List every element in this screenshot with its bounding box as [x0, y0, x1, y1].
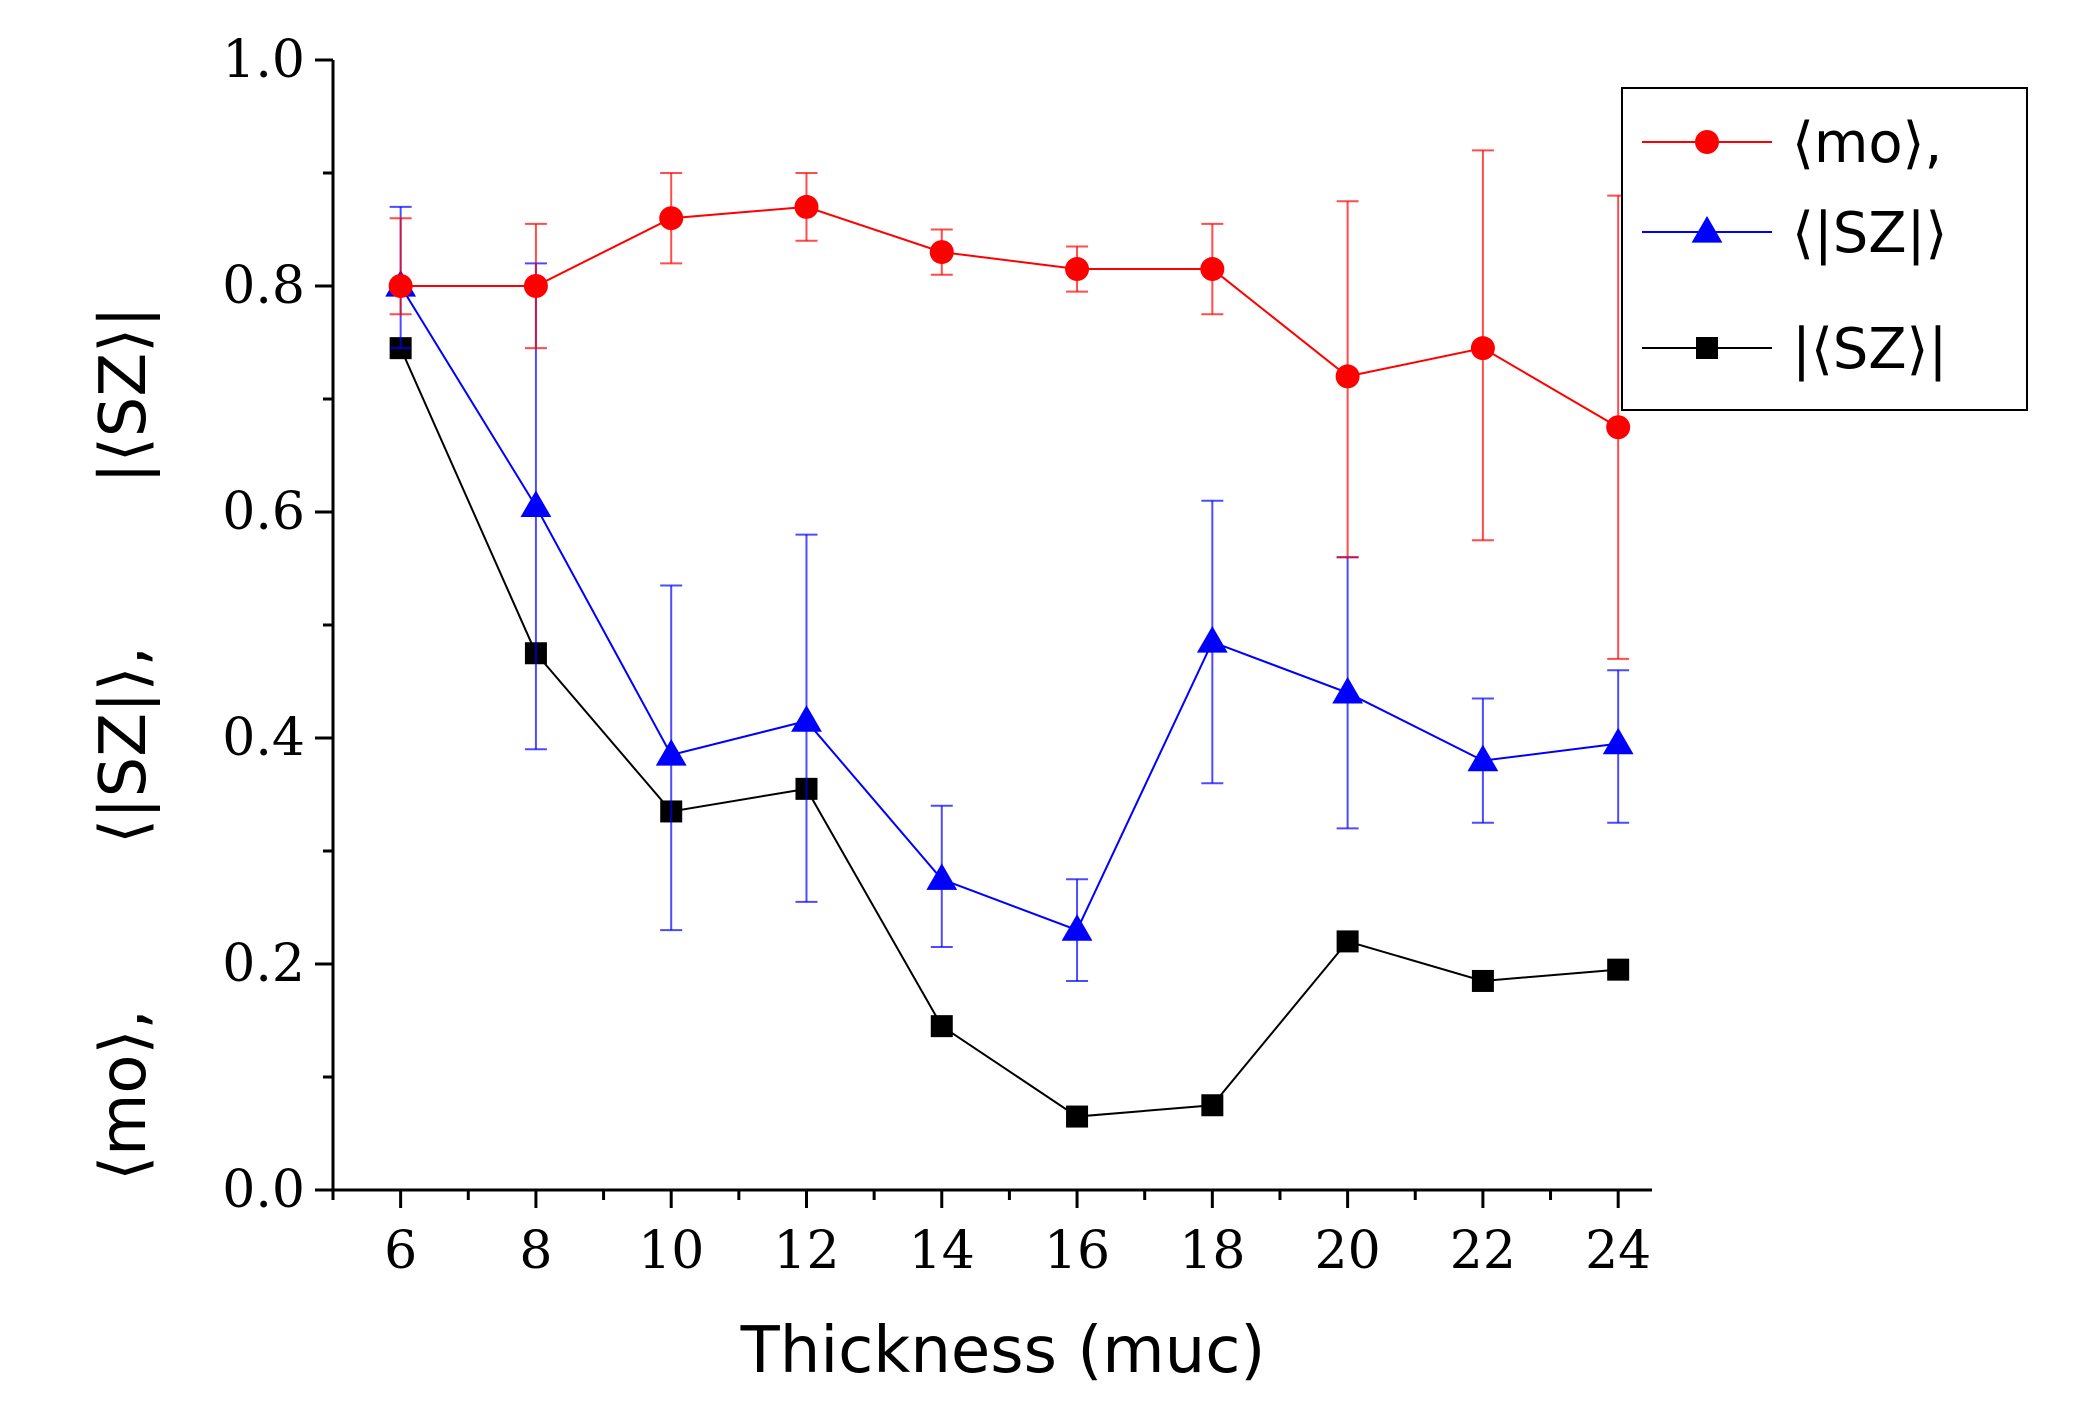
data-point: [791, 705, 822, 732]
data-point: [1200, 257, 1225, 282]
y-tick-label: 0.6: [222, 482, 305, 542]
series-layer: [385, 149, 1634, 1128]
x-tick-label: 8: [519, 1221, 552, 1281]
data-point: [1471, 969, 1494, 992]
series-circle: [388, 149, 1631, 660]
data-point: [1467, 744, 1499, 772]
x-tick-label: 12: [773, 1221, 839, 1281]
data-point: [1061, 914, 1093, 941]
legend-swatch-marker: [1696, 337, 1718, 359]
data-point: [655, 738, 687, 766]
axes: 0.0 0.2 0.4 0.6 0.8 1.0 6 8 10 12 14 16 18 20 22 24: [222, 30, 1652, 1281]
y-tick-label: 0.4: [222, 708, 305, 768]
x-tick-label: 24: [1585, 1221, 1651, 1281]
legend-swatch-marker: [1691, 216, 1723, 243]
x-tick-label: 6: [384, 1221, 417, 1281]
data-point: [1201, 1094, 1224, 1117]
x-tick-label: 14: [909, 1221, 975, 1281]
legend: ⟨mo⟩, ⟨|SZ|⟩ |⟨SZ⟩|: [1621, 87, 2028, 411]
data-point: [388, 274, 413, 298]
x-tick-label: 18: [1179, 1221, 1245, 1281]
y-axis-title-abs-sz-mean: ⟨|SZ|⟩,: [87, 646, 161, 844]
data-point: [1335, 364, 1360, 389]
legend-label: ⟨|SZ|⟩: [1792, 201, 1947, 266]
legend-label: ⟨mo⟩,: [1792, 111, 1942, 176]
legend-label: |⟨SZ⟩|: [1792, 317, 1947, 382]
y-axis-title-mean-sz-abs: |⟨SZ⟩|: [87, 306, 161, 484]
data-point: [1196, 625, 1228, 653]
data-point: [1470, 336, 1495, 361]
data-point: [523, 274, 548, 298]
y-tick-label: 0.8: [222, 256, 305, 316]
y-axis-title-mo: ⟨mo⟩,: [87, 1009, 161, 1181]
x-tick-label: 16: [1044, 1221, 1110, 1281]
data-point: [1066, 1105, 1089, 1128]
data-point: [1065, 257, 1090, 282]
series-triangle: [385, 205, 1634, 982]
data-point: [930, 1015, 953, 1038]
data-point: [520, 490, 552, 517]
data-point: [794, 194, 819, 219]
data-point: [659, 206, 684, 231]
y-axis-title: ⟨mo⟩, ⟨|SZ|⟩, |⟨SZ⟩|: [87, 306, 161, 1181]
legend-swatch-marker: [1695, 130, 1719, 154]
x-axis-title: Thickness (muc): [740, 1314, 1266, 1388]
data-point: [1332, 676, 1364, 704]
x-tick-label: 20: [1315, 1221, 1381, 1281]
series-square: [389, 337, 1630, 1128]
data-point: [1336, 930, 1359, 953]
data-point: [1607, 958, 1630, 981]
data-point: [1602, 727, 1634, 755]
y-tick-label: 1.0: [222, 30, 305, 90]
series-line: [400, 205, 1619, 429]
data-point: [929, 240, 954, 265]
data-point: [1606, 415, 1631, 440]
y-tick-label: 0.0: [222, 1160, 305, 1220]
series-line: [399, 347, 1619, 1118]
y-tick-label: 0.2: [222, 934, 305, 994]
data-point: [926, 863, 958, 890]
x-tick-label: 22: [1450, 1221, 1516, 1281]
series-line: [399, 285, 1619, 932]
x-tick-label: 10: [638, 1221, 704, 1281]
